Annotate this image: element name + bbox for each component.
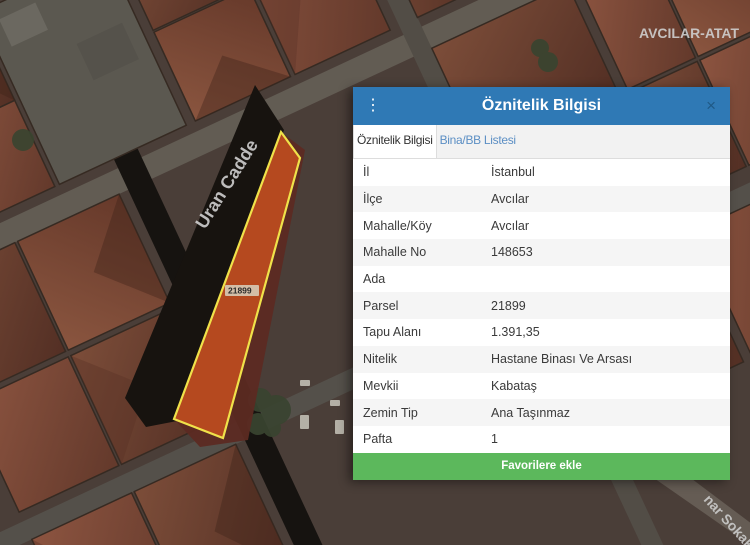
svg-text:21899: 21899 <box>228 286 252 296</box>
svg-text:AVCILAR-ATAT: AVCILAR-ATAT <box>639 25 739 41</box>
